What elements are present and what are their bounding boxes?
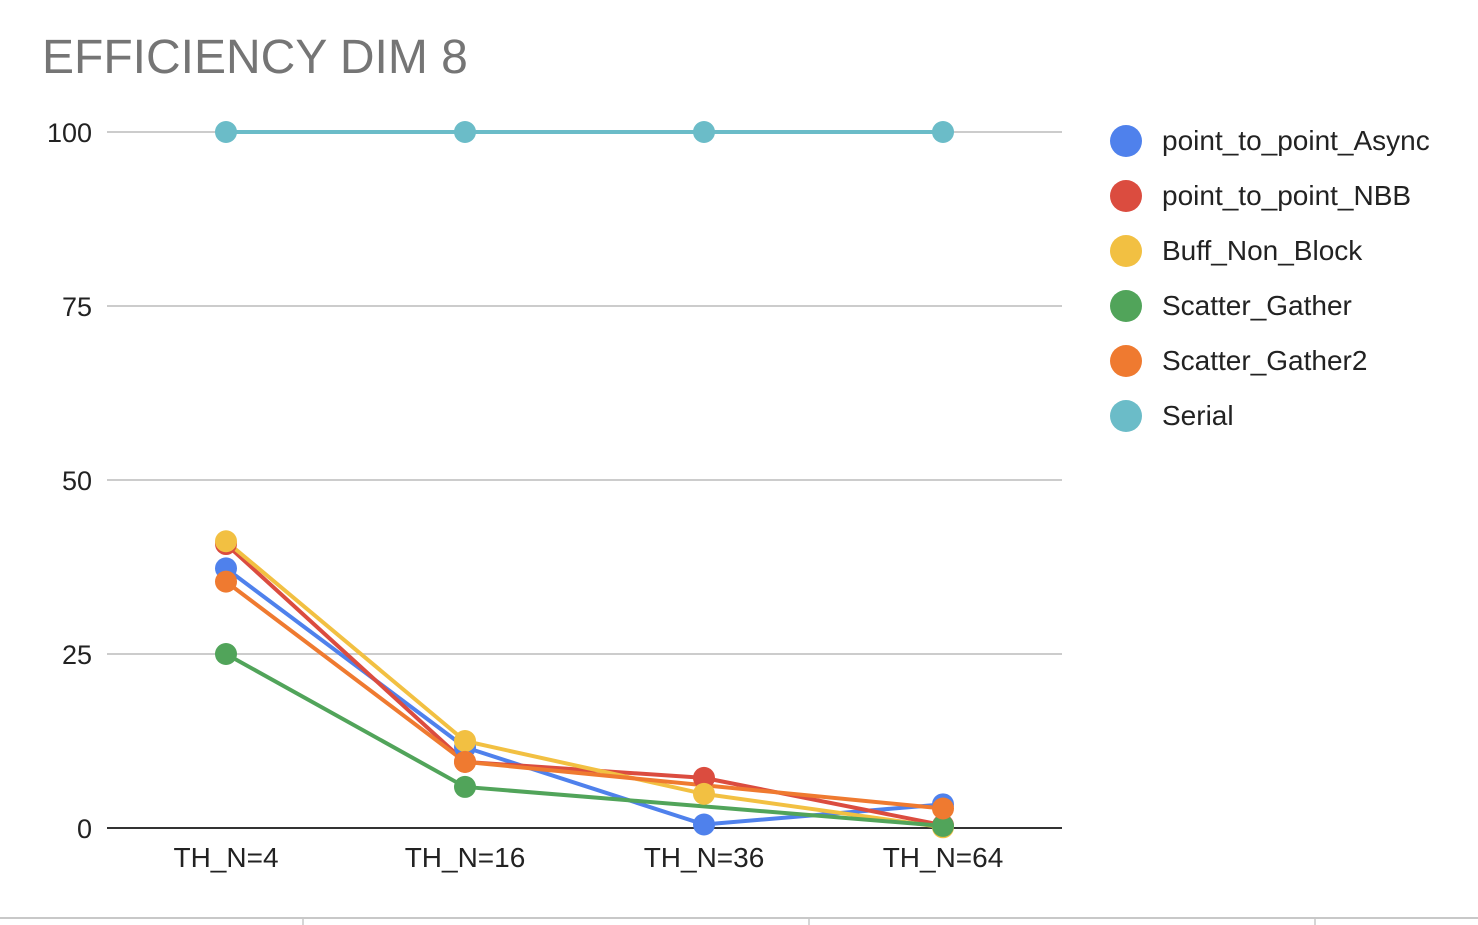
bottom-divider [0,917,1478,919]
series-line-Scatter_Gather [224,652,945,828]
legend-label: Scatter_Gather2 [1162,344,1368,376]
data-point-point_to_point_NBB [693,766,715,789]
legend-label: point_to_point_Async [1162,124,1430,156]
legend-item: point_to_point_NBB [1110,168,1430,223]
data-point-Scatter_Gather [215,643,237,665]
legend-label: Scatter_Gather [1162,289,1352,321]
y-tick-label: 75 [62,292,92,322]
data-point-Serial [932,121,954,143]
y-tick-label: 50 [62,466,92,496]
data-point-Buff_Non_Block [454,730,476,752]
legend-marker [1110,399,1142,432]
data-point-Scatter_Gather2 [932,797,954,820]
legend-marker [1110,289,1142,322]
x-axis-ticks: TH_N=4 TH_N=16 TH_N=36 TH_N=64 [173,842,1003,873]
bottom-divider-tick [808,919,810,925]
bottom-divider-tick [1314,919,1316,925]
legend-marker [1110,179,1142,212]
legend-item: Serial [1110,388,1430,443]
x-tick-label: TH_N=36 [644,842,765,873]
legend: point_to_point_Async point_to_point_NBB Bu… [1110,113,1430,443]
legend-marker [1110,124,1142,157]
data-point-Serial [454,121,476,143]
series-line-Buff_Non_Block [224,539,945,830]
legend-label: point_to_point_NBB [1162,179,1412,211]
chart-title: EFFICIENCY DIM 8 [42,31,468,84]
x-tick-label: TH_N=16 [405,842,526,873]
legend-marker [1110,344,1142,377]
data-point-point_to_point_Async [693,813,715,836]
y-tick-label: 0 [77,814,92,844]
legend-item: Buff_Non_Block [1110,223,1430,278]
series-points [215,121,954,839]
data-point-Serial [215,121,237,143]
data-point-Scatter_Gather2 [454,750,476,773]
grid-lines [107,131,1062,829]
data-point-Scatter_Gather [932,814,954,837]
y-axis-ticks: 0 25 50 75 100 [47,118,92,844]
series-line-point_to_point_NBB [224,542,945,828]
legend-marker [1110,234,1142,267]
legend-item: Scatter_Gather [1110,278,1430,333]
series-line-point_to_point_Async [224,566,945,827]
legend-label: Serial [1162,399,1234,431]
data-point-Buff_Non_Block [693,782,715,805]
data-point-Scatter_Gather2 [215,570,237,593]
x-tick-label: TH_N=4 [173,842,278,873]
data-point-Buff_Non_Block [215,530,237,553]
bottom-divider-tick [302,919,304,925]
data-point-Serial [693,121,715,143]
data-point-Scatter_Gather [454,775,476,798]
series-line-Scatter_Gather2 [224,579,945,811]
legend-item: Scatter_Gather2 [1110,333,1430,388]
legend-label: Buff_Non_Block [1162,234,1363,266]
x-tick-label: TH_N=64 [883,842,1004,873]
legend-item: point_to_point_Async [1110,113,1430,168]
y-tick-label: 25 [62,640,92,670]
y-tick-label: 100 [47,118,92,148]
